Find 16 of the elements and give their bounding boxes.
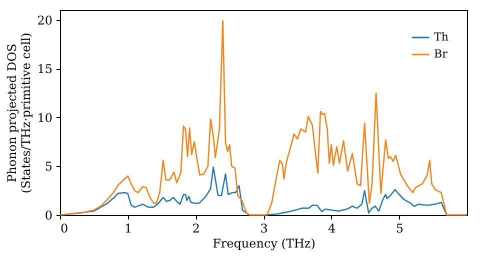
x-tick-label: 1: [124, 222, 132, 236]
y-tick-label: 0: [44, 208, 52, 222]
x-tick-label: 5: [396, 222, 404, 236]
y-tick-label: 15: [37, 62, 52, 76]
x-tick-label: 2: [192, 222, 200, 236]
x-axis-title: Frequency (THz): [212, 236, 316, 250]
x-tick-label: 3: [260, 222, 268, 236]
legend-label: Br: [434, 48, 448, 60]
x-tick-label: 0: [60, 222, 68, 236]
x-tick-label: 4: [328, 222, 336, 236]
line-series: [59, 20, 468, 216]
y-axis-title: Phonon projected DOS (States/THz·primitive cell): [5, 32, 34, 194]
legend-label: Th: [434, 30, 448, 44]
y-tick-label: 5: [44, 160, 52, 174]
y-tick-label: 20: [37, 13, 52, 28]
y-tick-label: 10: [37, 110, 52, 125]
